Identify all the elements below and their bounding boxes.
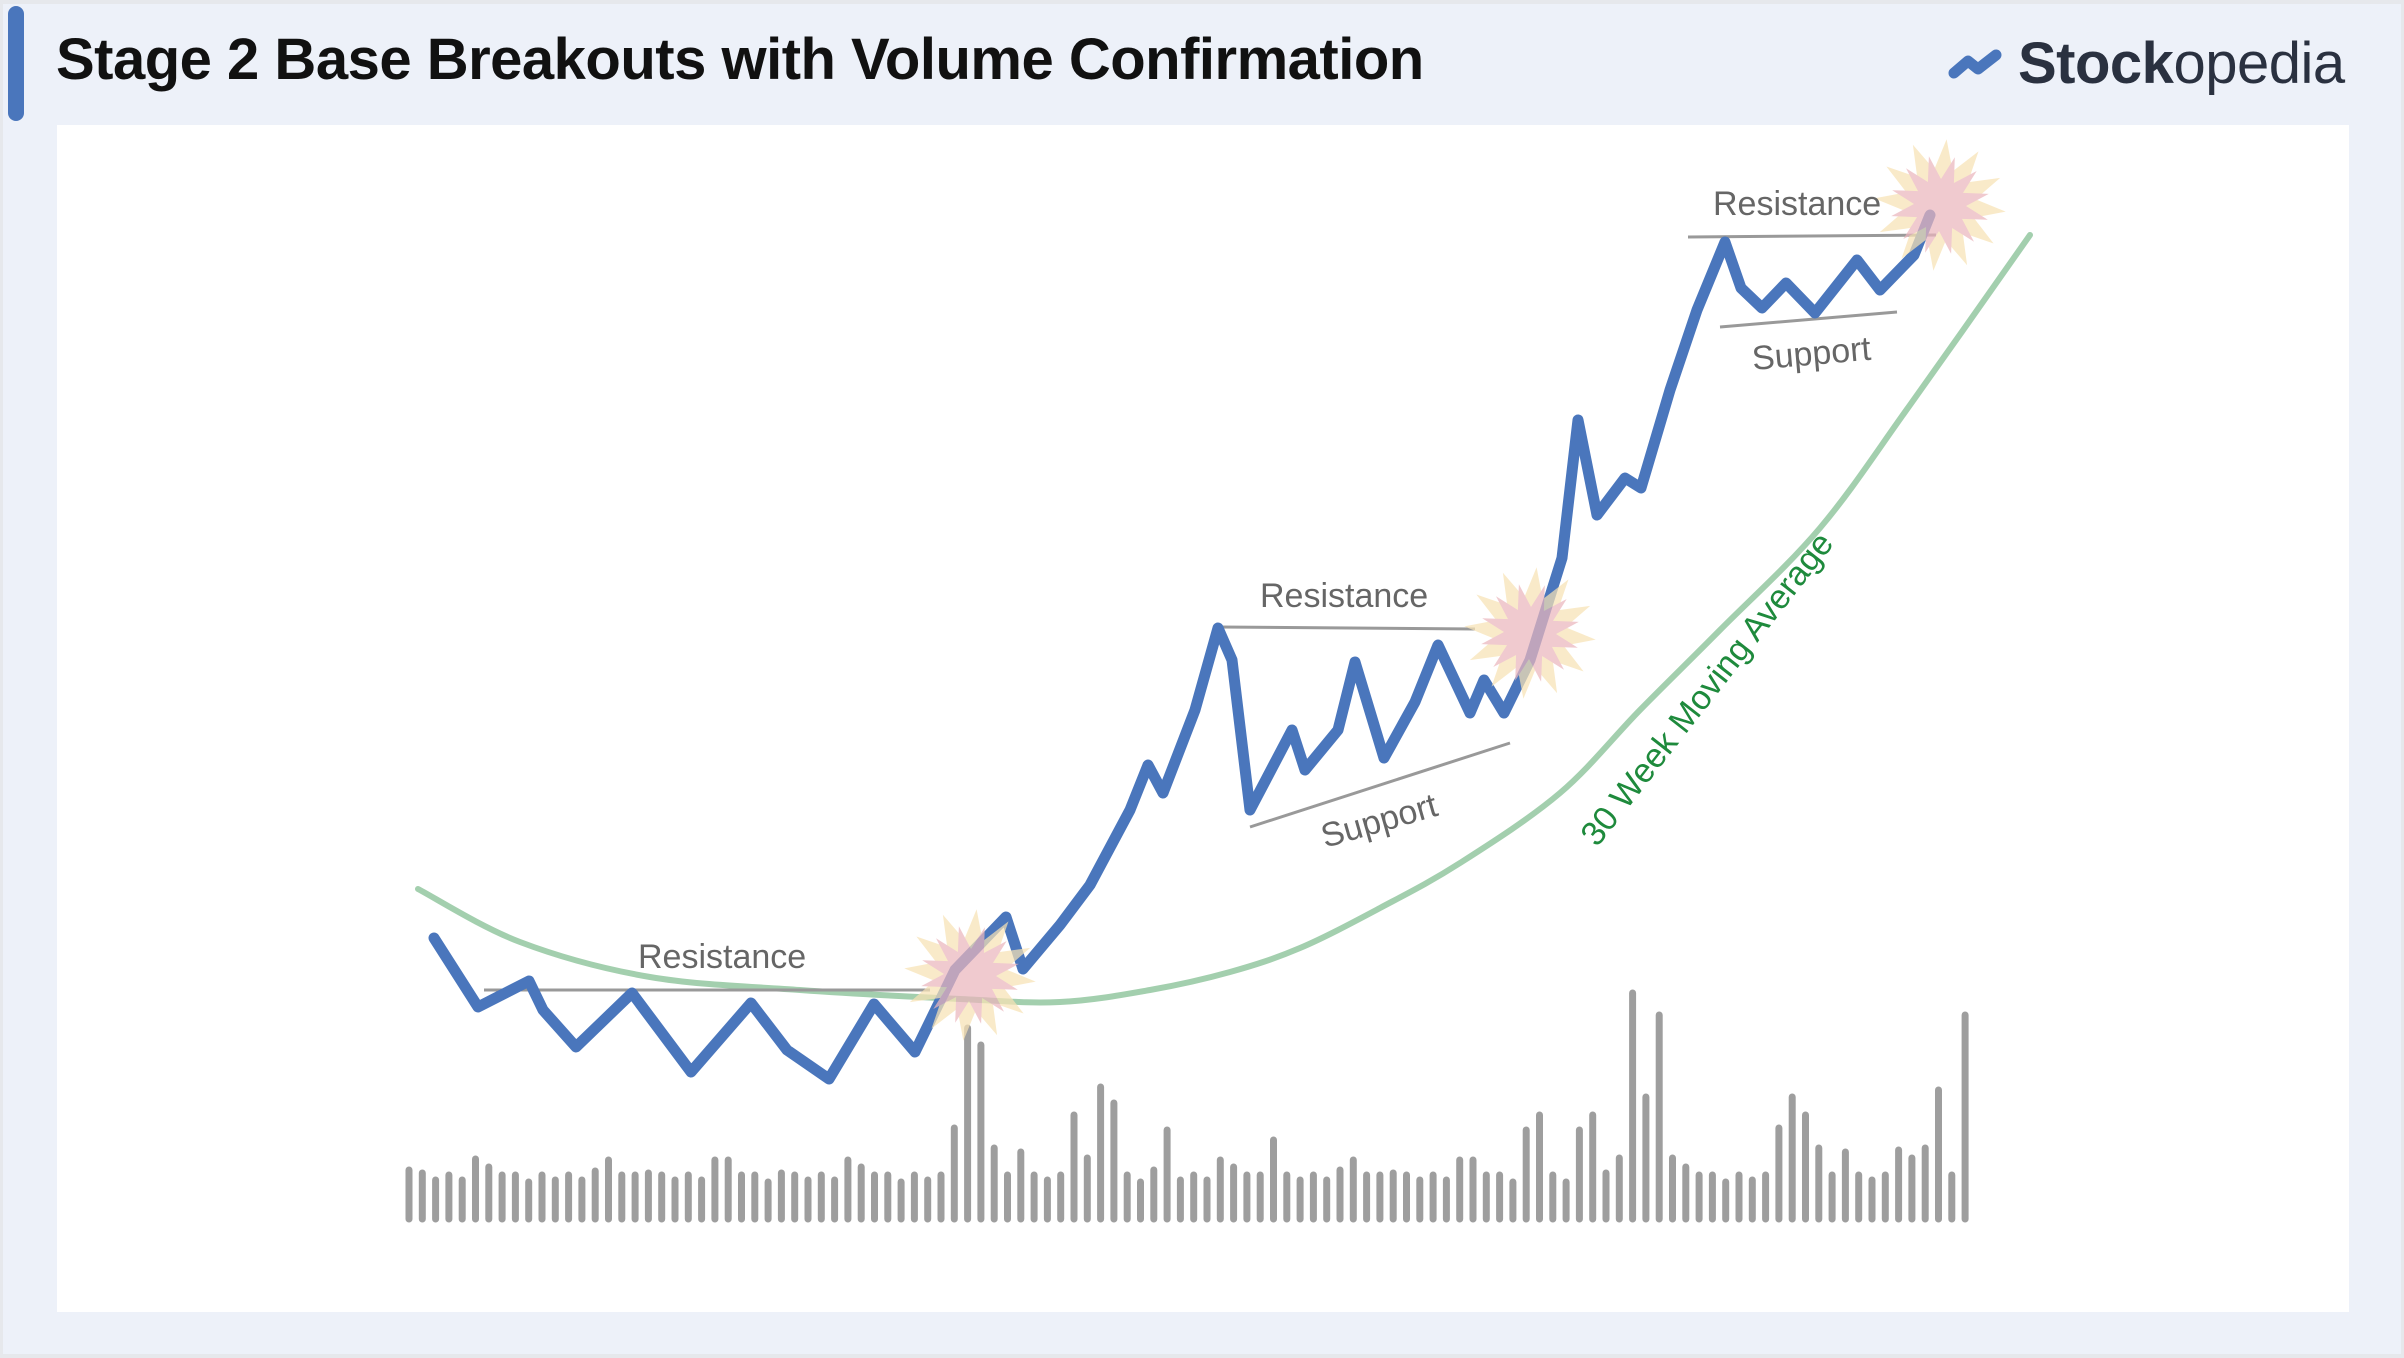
burst-inner-icon xyxy=(1891,156,1989,254)
base2-support-line xyxy=(1249,741,1511,829)
base1-resistance-label: Resistance xyxy=(638,938,806,976)
moving-average-line xyxy=(415,232,2033,1006)
support-resistance-lines xyxy=(484,233,1937,992)
base3-resistance-label: Resistance xyxy=(1713,185,1881,223)
base3-support-line xyxy=(1719,310,1898,329)
breakout-bursts xyxy=(904,139,2006,1041)
title-accent-bar xyxy=(8,6,24,121)
moving-average-label: 30 Week Moving Average xyxy=(1573,525,1841,853)
page-title: Stage 2 Base Breakouts with Volume Confi… xyxy=(56,27,1424,92)
base2-resistance-label: Resistance xyxy=(1260,577,1428,615)
base3-support-label: Support xyxy=(1750,330,1872,378)
price-line xyxy=(428,209,1936,1085)
burst-inner-icon xyxy=(1481,584,1579,682)
stockopedia-logo: Stockopedia xyxy=(1946,30,2345,97)
trend-line-icon xyxy=(1948,49,2002,78)
base2-support-label: Support xyxy=(1317,786,1442,856)
volume-bars xyxy=(405,989,1969,1223)
base3-resistance-line xyxy=(1687,233,1937,239)
base2-resistance-line xyxy=(1218,625,1476,631)
logo-text: Stockopedia xyxy=(2018,31,2345,96)
burst-inner-icon xyxy=(921,926,1019,1024)
